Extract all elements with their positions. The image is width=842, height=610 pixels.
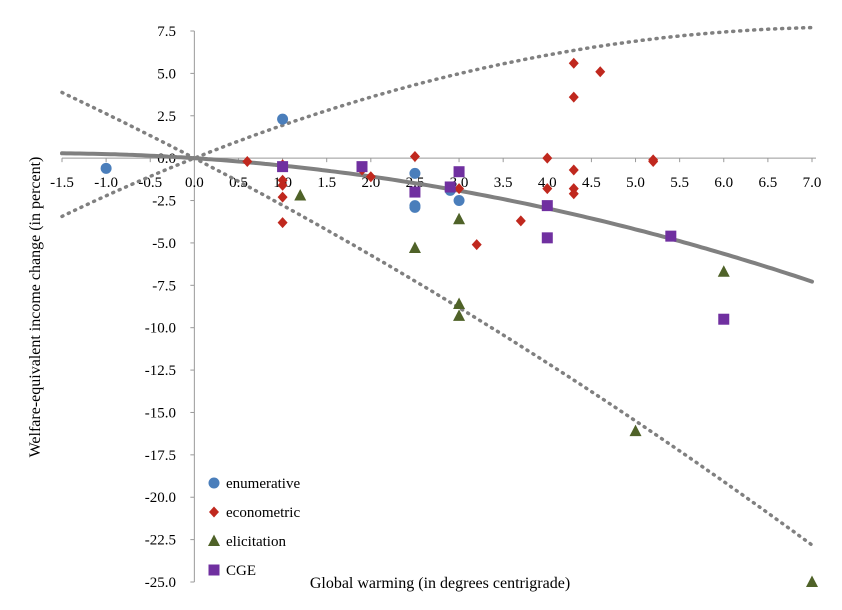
- curve-lower-bound: [60, 90, 814, 547]
- y-tick-label: -2.5: [152, 194, 176, 210]
- legend-econometric-marker: [209, 506, 219, 518]
- x-tick-label: 0.5: [229, 175, 248, 191]
- econometric-point: [515, 215, 526, 227]
- enumerative-point: [277, 113, 289, 125]
- y-tick-label: -10.0: [145, 321, 176, 337]
- x-tick-label: 4.5: [582, 175, 601, 191]
- x-tick-label: 5.0: [626, 175, 645, 191]
- CGE-point: [356, 161, 368, 173]
- y-tick-label: -22.5: [145, 533, 176, 549]
- econometric-point: [242, 156, 253, 168]
- y-tick-label: -5.0: [152, 236, 176, 252]
- x-tick-label: 5.5: [670, 175, 689, 191]
- y-tick-label: 2.5: [157, 109, 176, 125]
- CGE-point: [541, 200, 553, 212]
- CGE-point: [409, 186, 421, 198]
- elicitation-point: [629, 424, 642, 437]
- y-tick-label: -25.0: [145, 575, 176, 591]
- CGE-point: [665, 230, 677, 242]
- econometric-point: [471, 239, 482, 251]
- x-tick-label: 3.5: [494, 175, 513, 191]
- x-tick-label: -1.0: [94, 175, 118, 191]
- fitted-curves-layer: [60, 25, 814, 547]
- x-tick-label: 6.5: [759, 175, 778, 191]
- x-tick-label: 4.0: [538, 175, 557, 191]
- econometric-point: [568, 57, 579, 69]
- legend-elicitation-label: elicitation: [226, 534, 286, 550]
- enumerative-point: [100, 162, 112, 174]
- legend-CGE-marker: [208, 564, 220, 576]
- x-tick-label: -1.5: [50, 175, 74, 191]
- x-tick-label: 0.0: [185, 175, 204, 191]
- x-axis-label: Global warming (in degrees centrigrade): [310, 575, 570, 592]
- econometric-point: [277, 179, 288, 191]
- y-tick-label: -17.5: [145, 448, 176, 464]
- legend-econometric-label: econometric: [226, 505, 300, 521]
- curve-best-fit: [60, 151, 814, 284]
- y-tick-label: 7.5: [157, 24, 176, 40]
- CGE-point: [541, 232, 553, 244]
- econometric-point: [277, 191, 288, 203]
- x-tick-label: 1.5: [317, 175, 336, 191]
- y-tick-label: -7.5: [152, 278, 176, 294]
- elicitation-point: [453, 309, 466, 321]
- econometric-point: [365, 171, 376, 183]
- econometric-point: [542, 152, 553, 164]
- elicitation-point: [453, 212, 466, 225]
- econometric-point: [542, 183, 553, 195]
- enumerative-point: [409, 167, 421, 179]
- y-tick-label: -20.0: [145, 490, 176, 506]
- econometric-point: [648, 156, 659, 168]
- y-tick-label: -12.5: [145, 363, 176, 379]
- elicitation-point: [408, 241, 421, 254]
- y-axis-label: Welfare-equivalent income change (in per…: [27, 157, 44, 458]
- legend-elicitation-marker: [208, 534, 220, 546]
- x-tick-label: -0.5: [138, 175, 162, 191]
- econometric-point: [277, 217, 288, 229]
- econometric-point: [595, 66, 606, 78]
- CGE-point: [277, 161, 289, 173]
- x-tick-label: 6.0: [714, 175, 733, 191]
- legend: enumerative econometric elicitation CGE: [208, 476, 300, 579]
- CGE-point: [453, 166, 465, 178]
- legend-CGE-label: CGE: [226, 563, 256, 579]
- econometric-point: [454, 183, 465, 195]
- CGE-point: [718, 313, 730, 325]
- econometric-point: [568, 188, 579, 200]
- curve-upper-bound: [60, 25, 814, 219]
- CGE-point: [444, 181, 456, 193]
- enumerative-point: [409, 201, 421, 213]
- legend-enumerative-marker: [208, 477, 220, 489]
- econometric-point: [568, 164, 579, 176]
- legend-enumerative-label: enumerative: [226, 476, 300, 492]
- econometric-point: [409, 150, 420, 162]
- axes-layer: 7.5 5.0 2.5 0.0 -2.5 -5.0 -7.5 -10.0 -12.5 -15.0 -…: [50, 24, 821, 591]
- elicitation-point: [806, 575, 818, 587]
- y-tick-label: 0.0: [157, 151, 176, 167]
- y-tick-label: -15.0: [145, 405, 176, 421]
- x-tick-label: 7.0: [803, 175, 822, 191]
- enumerative-point: [453, 195, 465, 207]
- elicitation-point: [453, 297, 466, 309]
- elicitation-point: [294, 188, 307, 201]
- data-points-layer: [100, 57, 818, 587]
- econometric-point: [568, 91, 579, 103]
- y-tick-label: 5.0: [157, 66, 176, 82]
- elicitation-point: [717, 265, 730, 277]
